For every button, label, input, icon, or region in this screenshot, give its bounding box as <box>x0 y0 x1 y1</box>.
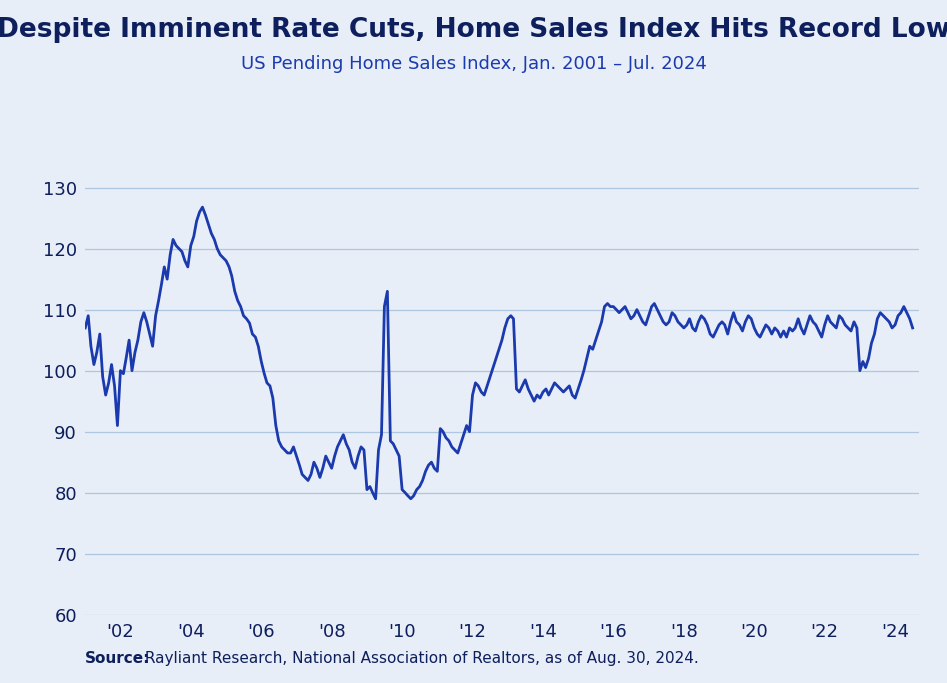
Text: US Pending Home Sales Index, Jan. 2001 – Jul. 2024: US Pending Home Sales Index, Jan. 2001 –… <box>241 55 706 72</box>
Text: Rayliant Research, National Association of Realtors, as of Aug. 30, 2024.: Rayliant Research, National Association … <box>140 651 699 666</box>
Text: Source:: Source: <box>85 651 151 666</box>
Text: Despite Imminent Rate Cuts, Home Sales Index Hits Record Low: Despite Imminent Rate Cuts, Home Sales I… <box>0 17 947 43</box>
